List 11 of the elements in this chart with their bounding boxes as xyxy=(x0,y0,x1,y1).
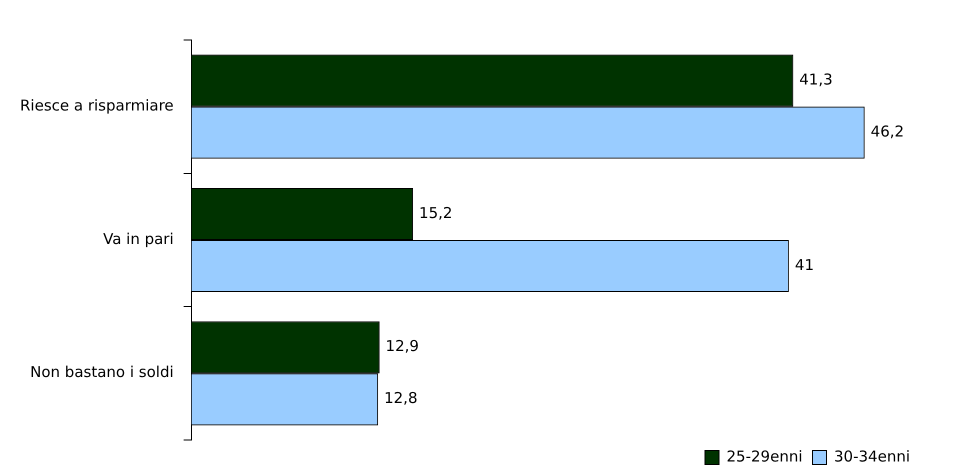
data-label: 12,9 xyxy=(386,337,419,356)
data-label: 41 xyxy=(794,256,814,274)
legend-label: 30-34enni xyxy=(834,447,910,466)
data-label: 15,2 xyxy=(419,204,452,222)
y-tick-label: Va in pari xyxy=(103,230,174,248)
y-tick-label: Non bastano i soldi xyxy=(30,363,174,382)
legend-label: 25-29enni xyxy=(726,447,803,466)
data-label: 12,8 xyxy=(384,389,418,408)
y-tick-label: Riesce a risparmiare xyxy=(20,96,174,115)
data-label: 46,2 xyxy=(870,122,904,141)
data-label: 41,3 xyxy=(799,70,833,89)
